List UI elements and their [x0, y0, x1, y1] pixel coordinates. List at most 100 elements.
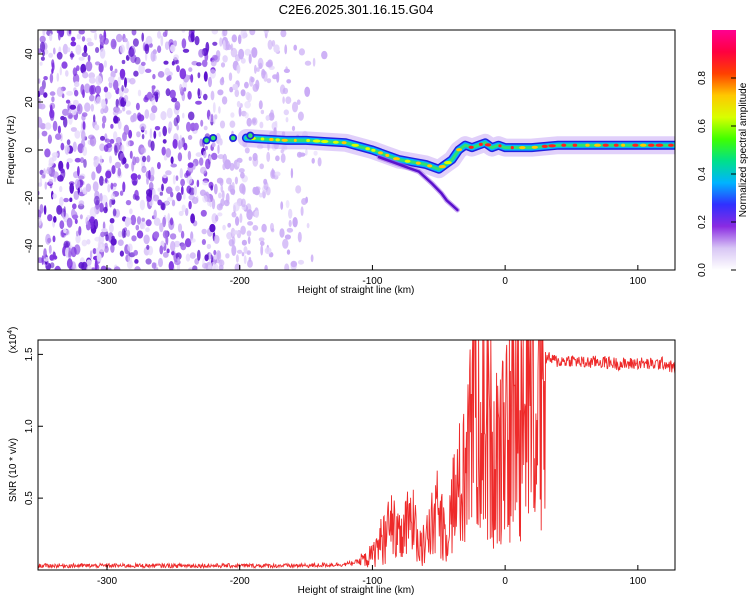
noise-speck [163, 60, 169, 65]
noise-speck [195, 100, 202, 105]
noise-speck [101, 122, 106, 129]
noise-speck [205, 158, 211, 170]
noise-speck [210, 59, 217, 67]
signal-hotspot [519, 146, 526, 150]
noise-speck [199, 138, 203, 147]
noise-speck [62, 108, 69, 116]
noise-speck [213, 249, 217, 256]
noise-speck [144, 130, 148, 135]
noise-speck [174, 101, 181, 111]
noise-speck [146, 189, 152, 197]
noise-speck [49, 184, 53, 189]
noise-speck [139, 199, 145, 211]
noise-speck [124, 163, 129, 169]
noise-speck [180, 230, 185, 239]
noise-speck [157, 45, 162, 53]
noise-speck [95, 47, 100, 53]
noise-speck [190, 238, 196, 243]
noise-speck [275, 155, 280, 162]
noise-speck [203, 125, 208, 131]
noise-speck [47, 214, 53, 222]
noise-speck [231, 211, 237, 218]
noise-speck [285, 96, 292, 104]
noise-speck [69, 104, 77, 110]
noise-speck [77, 104, 81, 112]
noise-speck [42, 50, 45, 57]
noise-speck [202, 258, 205, 269]
noise-speck [257, 57, 264, 69]
noise-speck [218, 259, 225, 267]
noise-speck [152, 73, 156, 80]
noise-speck [72, 141, 77, 153]
snr-background [38, 340, 675, 570]
noise-speck [109, 198, 113, 208]
noise-speck [70, 41, 77, 47]
noise-speck [267, 39, 273, 50]
noise-speck [49, 73, 54, 84]
noise-speck [48, 178, 54, 184]
noise-speck [110, 123, 114, 129]
noise-speck [64, 144, 70, 153]
noise-speck [53, 47, 56, 55]
noise-speck [280, 30, 287, 38]
noise-speck [74, 81, 80, 88]
noise-speck [165, 148, 172, 158]
noise-speck [254, 64, 257, 74]
noise-speck [211, 30, 219, 35]
noise-speck [66, 139, 71, 146]
noise-speck [122, 106, 126, 112]
noise-speck [82, 71, 89, 79]
noise-speck [94, 260, 98, 270]
noise-speck [119, 190, 124, 196]
noise-speck [209, 201, 212, 208]
noise-speck [238, 168, 245, 173]
noise-speck [283, 109, 289, 116]
noise-speck [246, 230, 252, 237]
noise-speck [117, 230, 123, 238]
noise-speck [170, 156, 174, 164]
noise-speck [280, 153, 286, 164]
noise-speck [283, 68, 290, 74]
noise-speck [200, 209, 207, 217]
noise-speck [135, 156, 140, 164]
noise-speck [201, 228, 207, 235]
noise-speck [162, 251, 169, 258]
noise-speck [258, 237, 265, 242]
noise-speck [313, 150, 318, 156]
noise-speck [155, 93, 159, 103]
noise-speck [264, 247, 272, 255]
noise-speck [259, 121, 264, 129]
noise-speck [95, 85, 102, 95]
signal-hotspot [668, 143, 674, 147]
noise-speck [82, 89, 85, 98]
noise-speck [145, 219, 152, 227]
noise-speck [99, 35, 106, 46]
noise-speck [39, 86, 45, 96]
noise-speck [53, 255, 58, 260]
noise-speck [241, 184, 246, 195]
noise-speck [166, 248, 170, 254]
noise-speck [103, 37, 109, 45]
noise-speck [245, 203, 252, 214]
noise-speck [146, 91, 153, 99]
signal-hotspot [341, 141, 347, 145]
noise-speck [81, 112, 88, 117]
signal-hotspot [332, 140, 339, 144]
noise-speck [236, 64, 241, 74]
noise-speck [164, 200, 170, 206]
noise-speck [52, 235, 56, 243]
noise-speck [161, 202, 166, 211]
noise-speck [280, 201, 284, 210]
noise-speck [65, 70, 69, 77]
noise-speck [238, 48, 245, 60]
noise-speck [52, 120, 58, 132]
noise-speck [137, 112, 142, 121]
noise-speck [38, 182, 43, 187]
noise-speck [110, 193, 116, 201]
noise-speck [110, 182, 114, 190]
noise-speck [201, 239, 206, 245]
noise-speck [170, 240, 176, 252]
noise-speck [81, 36, 86, 42]
snr-multiplier-label: (x104) [7, 327, 19, 354]
noise-speck [178, 210, 184, 217]
